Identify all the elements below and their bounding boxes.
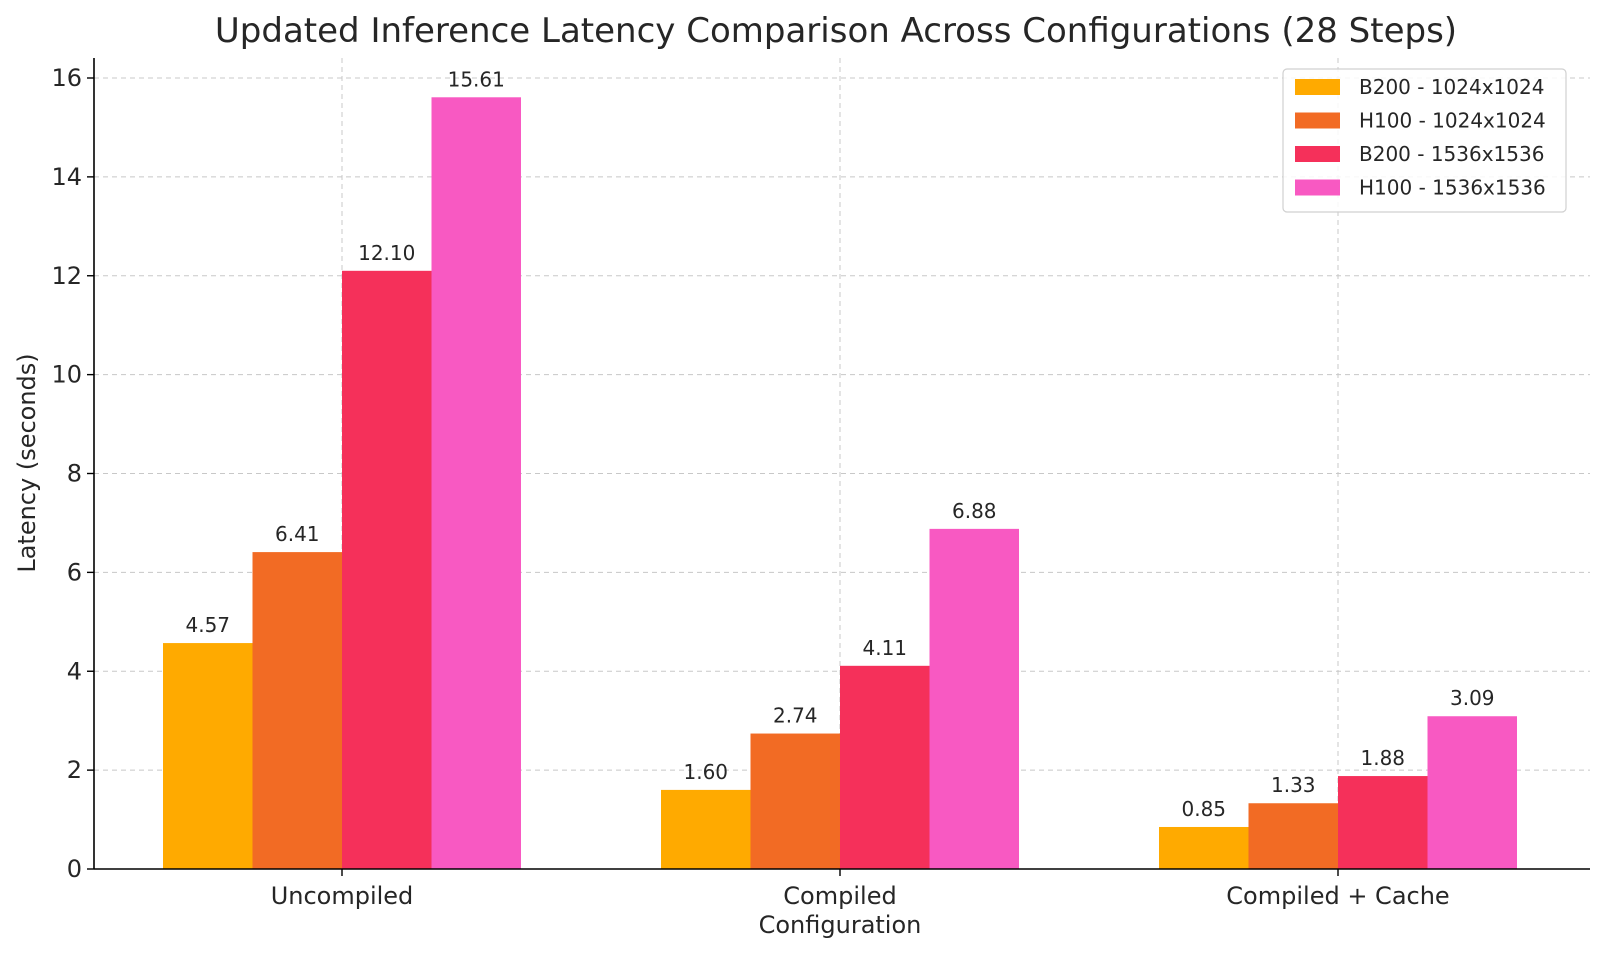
bar-value-label: 1.88	[1360, 746, 1405, 770]
y-ticks: 0 2 4 6 8 10 12 14 16	[51, 64, 94, 883]
legend-swatch	[1295, 112, 1340, 129]
bar-value-label: 3.09	[1450, 686, 1495, 710]
x-axis-label: Configuration	[759, 911, 922, 939]
y-tick-label: 2	[67, 756, 82, 784]
y-tick-label: 8	[67, 460, 82, 488]
bar	[1248, 803, 1338, 869]
bar-value-label: 12.10	[358, 241, 415, 265]
legend-label: H100 - 1024x1024	[1359, 109, 1546, 133]
bar-value-label: 4.57	[185, 613, 230, 637]
bar	[661, 789, 751, 869]
bar	[929, 528, 1019, 869]
y-tick-label: 0	[67, 855, 82, 883]
legend-label: B200 - 1024x1024	[1359, 75, 1544, 99]
bar-value-label: 4.11	[862, 636, 907, 660]
x-tick-label: Compiled	[783, 882, 896, 910]
bar	[252, 552, 342, 869]
bar-value-label: 0.85	[1181, 797, 1226, 821]
y-tick-label: 14	[51, 163, 82, 191]
legend-label: H100 - 1536x1536	[1359, 176, 1546, 200]
legend-box	[1282, 68, 1567, 213]
legend-swatch	[1295, 179, 1340, 196]
x-tick-label: Uncompiled	[271, 882, 414, 910]
legend: B200 - 1024x1024 H100 - 1024x1024 B200 - 1…	[1282, 68, 1567, 213]
bar-value-label: 2.74	[773, 704, 818, 728]
bar	[1338, 776, 1428, 869]
bar-value-label: 1.33	[1271, 773, 1316, 797]
bar-value-label: 6.88	[952, 499, 997, 523]
y-tick-label: 16	[51, 64, 82, 92]
bar-value-label: 1.60	[683, 760, 728, 784]
bar	[750, 733, 840, 869]
axes	[93, 58, 1590, 870]
x-ticks: Uncompiled Compiled Compiled + Cache	[271, 869, 1450, 910]
chart-title: Updated Inference Latency Comparison Acr…	[215, 11, 1457, 51]
bar	[431, 97, 521, 869]
y-tick-label: 4	[67, 657, 82, 685]
x-tick-label: Compiled + Cache	[1226, 882, 1449, 910]
bar	[163, 643, 253, 869]
bars	[163, 97, 1517, 869]
bar	[1159, 826, 1249, 869]
bar	[840, 665, 930, 869]
bar	[1427, 716, 1517, 869]
legend-swatch	[1295, 79, 1340, 95]
bar-value-label: 15.61	[448, 67, 505, 91]
legend-label: B200 - 1536x1536	[1359, 142, 1544, 166]
y-tick-label: 12	[51, 262, 82, 290]
bar-value-label: 6.41	[275, 522, 320, 546]
data-labels: 4.57 1.60 0.85 6.41 2.74 1.33 12.10 4.11 1.88 15.…	[185, 67, 1494, 821]
y-axis-label: Latency (seconds)	[13, 353, 41, 572]
bar	[342, 270, 432, 869]
y-tick-label: 10	[51, 361, 82, 389]
legend-swatch	[1295, 146, 1340, 162]
y-tick-label: 6	[67, 558, 82, 586]
